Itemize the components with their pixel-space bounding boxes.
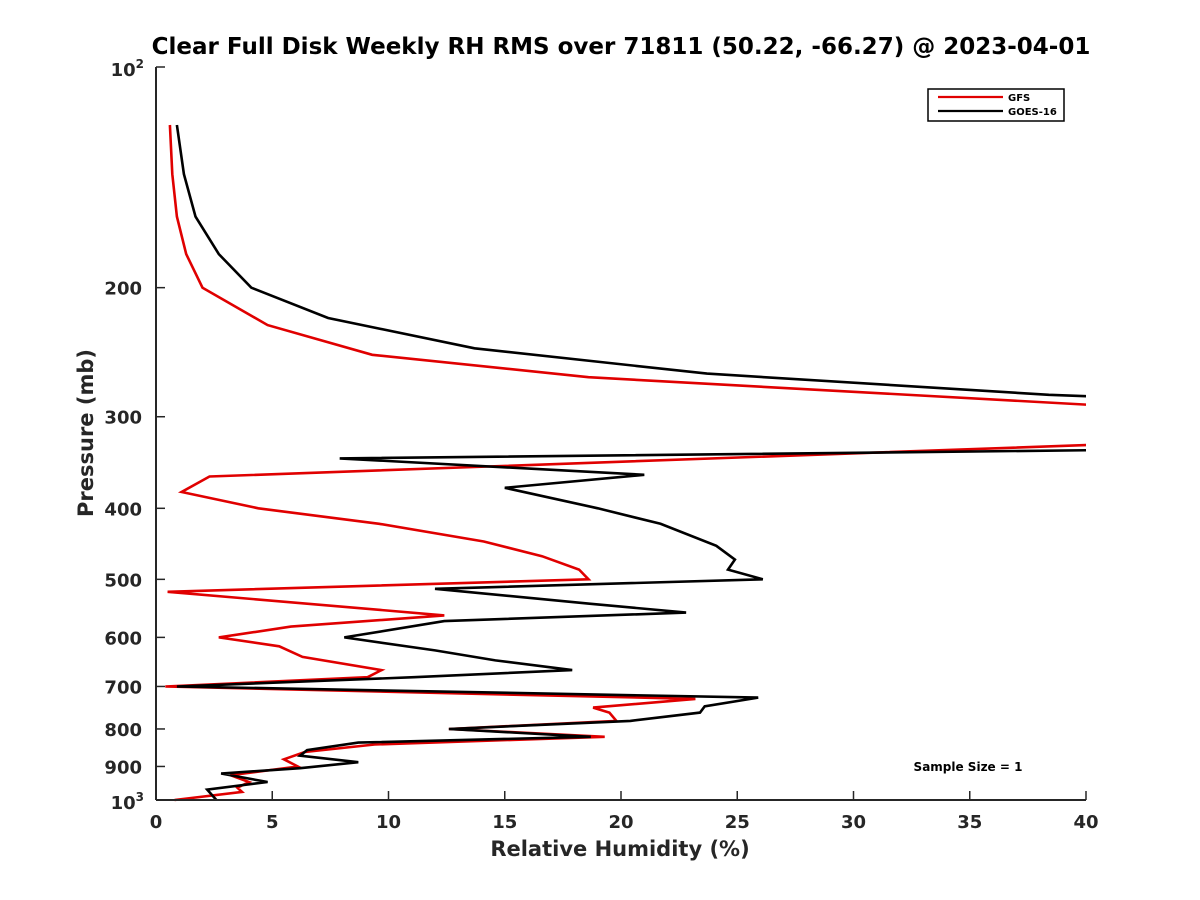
x-tick-label: 30 (841, 812, 866, 833)
legend: GFS GOES-16 (927, 88, 1065, 122)
series-layer (165, 124, 1086, 802)
sample-size-annotation: Sample Size = 1 (914, 760, 1023, 774)
x-tick-label: 40 (1073, 812, 1098, 833)
y-axis-ticks: 200 300 400 500 600 700 800 900 (104, 66, 165, 801)
x-tick-label: 0 (150, 812, 163, 833)
x-tick-label: 5 (266, 812, 279, 833)
y-tick-label-top-base: 10 (111, 60, 136, 81)
chart-title: Clear Full Disk Weekly RH RMS over 71811… (152, 34, 1091, 60)
y-tick-label: 900 (104, 757, 142, 778)
x-tick-label: 25 (725, 812, 750, 833)
legend-label-gfs: GFS (1008, 93, 1030, 104)
x-axis-label: Relative Humidity (%) (490, 837, 749, 861)
y-tick-label: 300 (104, 408, 142, 429)
x-tick-label: 35 (957, 812, 982, 833)
y-tick-label: 700 (104, 677, 142, 698)
x-tick-label: 10 (376, 812, 401, 833)
y-axis-label: Pressure (mb) (74, 349, 98, 517)
y-tick-label-top-exp: 2 (136, 57, 144, 71)
x-axis-ticks: 0 5 10 15 20 25 30 35 40 (150, 791, 1099, 833)
x-tick-label: 15 (492, 812, 517, 833)
y-tick-label: 400 (104, 499, 142, 520)
series-line-goes-16 (175, 124, 1086, 801)
y-tick-label-top: 102 (111, 57, 144, 81)
legend-box (927, 88, 1065, 122)
y-tick-label-bottom: 103 (111, 790, 144, 814)
y-tick-label: 500 (104, 570, 142, 591)
y-tick-label-bottom-exp: 3 (136, 790, 144, 804)
legend-label-goes16: GOES-16 (1008, 107, 1057, 118)
y-tick-label: 200 (104, 279, 142, 300)
y-tick-label-bottom-base: 10 (111, 793, 136, 814)
x-tick-label: 20 (608, 812, 633, 833)
y-tick-label: 800 (104, 720, 142, 741)
y-tick-label: 600 (104, 628, 142, 649)
